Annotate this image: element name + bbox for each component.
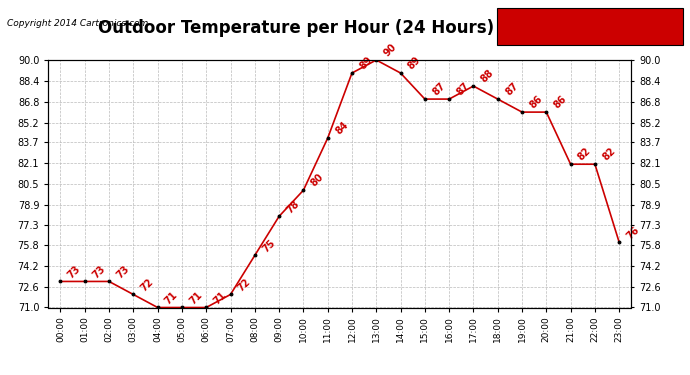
Text: 73: 73 [115, 264, 131, 280]
Text: 80: 80 [309, 172, 326, 189]
Text: 72: 72 [236, 276, 253, 293]
Text: 78: 78 [285, 198, 302, 215]
Text: 88: 88 [479, 68, 496, 85]
Text: 87: 87 [431, 81, 447, 98]
Text: 89: 89 [406, 55, 423, 72]
Text: 82: 82 [576, 146, 593, 163]
Text: 82: 82 [600, 146, 617, 163]
Text: 87: 87 [503, 81, 520, 98]
Text: 73: 73 [90, 264, 107, 280]
Text: 71: 71 [188, 290, 204, 306]
Text: Copyright 2014 Cartronics.com: Copyright 2014 Cartronics.com [7, 19, 148, 28]
Text: 86: 86 [528, 94, 544, 111]
Text: 73: 73 [66, 264, 83, 280]
Text: 84: 84 [333, 120, 350, 137]
Text: 87: 87 [455, 81, 471, 98]
Text: 76: 76 [624, 224, 642, 241]
Text: 75: 75 [260, 237, 277, 254]
Text: 86: 86 [552, 94, 569, 111]
Text: Temperature (°F): Temperature (°F) [500, 22, 601, 32]
Text: 72: 72 [139, 276, 155, 293]
Text: 71: 71 [212, 290, 228, 306]
Text: 71: 71 [163, 290, 180, 306]
Text: 90: 90 [382, 42, 398, 58]
Text: Outdoor Temperature per Hour (24 Hours) 20140722: Outdoor Temperature per Hour (24 Hours) … [98, 19, 592, 37]
Text: 89: 89 [357, 55, 374, 72]
